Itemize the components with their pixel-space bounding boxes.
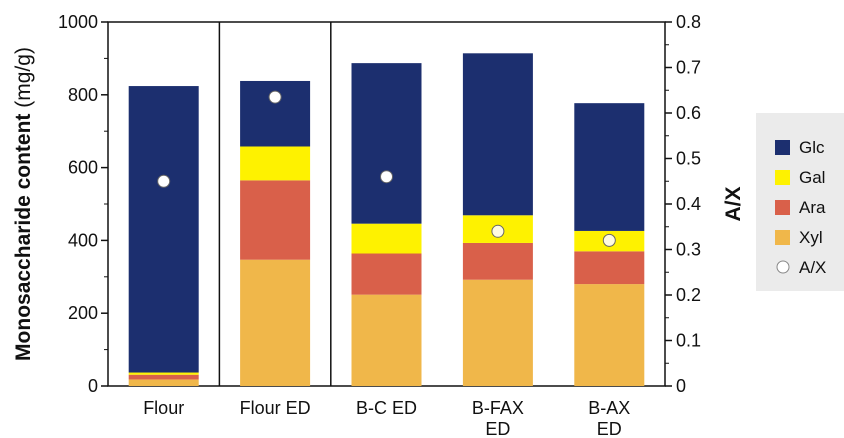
right-tick-label: 0.1 — [676, 331, 701, 351]
right-tick-label: 0.3 — [676, 240, 701, 260]
left-tick-label: 200 — [68, 303, 98, 323]
ax-marker-4 — [491, 224, 505, 238]
category-label-3: B-C ED — [356, 398, 417, 418]
left-axis-title: Monosaccharide content (mg/g) — [12, 47, 35, 361]
bar-xyl-4 — [462, 279, 533, 386]
left-tick-label: 1000 — [58, 12, 98, 32]
bar-gal-3 — [351, 223, 422, 254]
bar-xyl-2 — [240, 259, 311, 386]
left-tick-label: 600 — [68, 158, 98, 178]
left-tick-label: 400 — [68, 230, 98, 250]
left-axis-title-unit: (mg/g) — [12, 47, 35, 114]
right-y-axis: 0 0.1 0.2 0.3 0.4 0.5 0.6 0.7 0.8 — [665, 12, 701, 396]
ax-marker-2 — [268, 90, 282, 104]
legend-swatch-glc — [775, 140, 790, 155]
right-tick-label: 0.2 — [676, 285, 701, 305]
legend-label-xyl: Xyl — [799, 228, 823, 247]
bar-glc-3 — [351, 63, 422, 224]
legend-label-gal: Gal — [799, 168, 825, 187]
category-label-2: Flour ED — [240, 398, 311, 418]
right-tick-label: 0.4 — [676, 194, 701, 214]
legend-swatch-xyl — [775, 230, 790, 245]
group-dividers — [218, 22, 332, 386]
left-y-axis: 0 200 400 600 800 1000 — [58, 12, 108, 396]
legend-swatch-ara — [775, 200, 790, 215]
category-label-1: Flour — [143, 398, 184, 418]
bar-ara-4 — [462, 242, 533, 280]
bar-xyl-3 — [351, 294, 422, 386]
right-tick-label: 0.5 — [676, 149, 701, 169]
right-axis-title: A/X — [722, 186, 745, 221]
bar-glc-5 — [574, 103, 645, 231]
bar-groups — [128, 53, 645, 386]
left-tick-label: 0 — [88, 376, 98, 396]
left-axis-title-bold: Monosaccharide content — [12, 114, 35, 361]
bar-gal-1 — [128, 372, 199, 375]
category-label-5: ED — [597, 419, 622, 438]
category-label-4: B-FAX — [472, 398, 524, 418]
bar-xyl-5 — [574, 284, 645, 386]
bar-ara-5 — [574, 251, 645, 285]
right-tick-label: 0.6 — [676, 103, 701, 123]
right-tick-label: 0.7 — [676, 58, 701, 78]
legend: Glc Gal Ara Xyl A/X — [756, 113, 844, 291]
bar-glc-1 — [128, 86, 199, 373]
bar-gal-2 — [240, 146, 311, 181]
right-tick-label: 0.8 — [676, 12, 701, 32]
category-label-4: ED — [485, 419, 510, 438]
legend-swatch-gal — [775, 170, 790, 185]
bar-ara-3 — [351, 253, 422, 295]
legend-label-glc: Glc — [799, 138, 825, 157]
bar-ara-1 — [128, 374, 199, 380]
legend-label-ara: Ara — [799, 198, 826, 217]
left-tick-label: 800 — [68, 85, 98, 105]
bar-ara-2 — [240, 180, 311, 260]
legend-box — [756, 113, 844, 291]
right-tick-label: 0 — [676, 376, 686, 396]
legend-label-ax: A/X — [799, 258, 826, 277]
ax-marker-3 — [380, 170, 393, 184]
category-label-5: B-AX — [588, 398, 630, 418]
bar-glc-4 — [462, 53, 533, 216]
ax-ratio-markers — [157, 90, 616, 247]
ax-marker-5 — [602, 233, 616, 247]
legend-marker-ax — [776, 260, 790, 274]
bar-xyl-1 — [128, 379, 199, 386]
ax-marker-1 — [157, 174, 171, 188]
